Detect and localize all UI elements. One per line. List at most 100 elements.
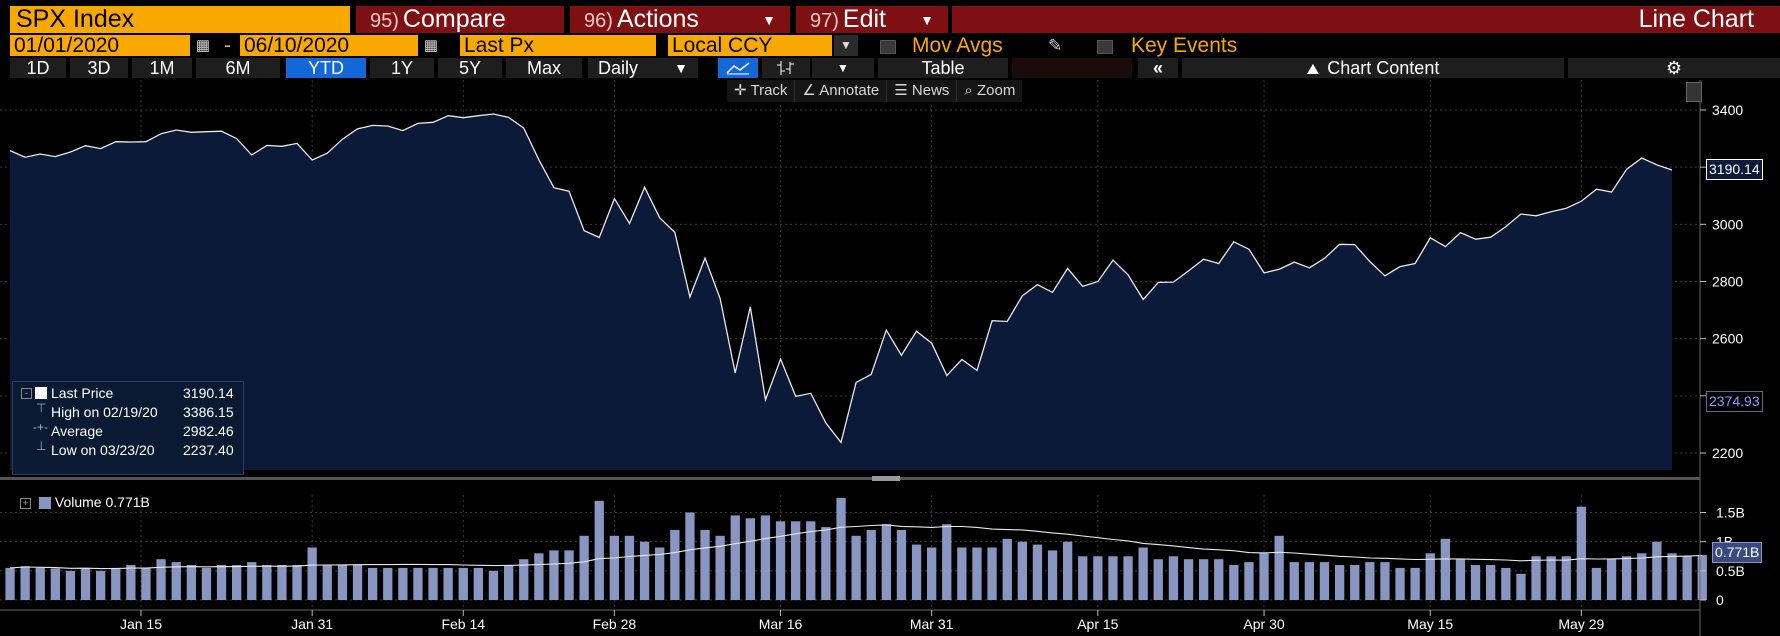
bar-chart-icon[interactable] <box>762 58 810 78</box>
y-tick-label: 2600 <box>1712 331 1743 347</box>
period-button-max[interactable]: Max <box>506 58 582 78</box>
track-tool[interactable]: ✛ Track <box>727 80 796 102</box>
mov-avgs-label[interactable]: Mov Avgs <box>912 34 1003 57</box>
pencil-icon[interactable]: ✎ <box>1048 36 1063 55</box>
frequency-select[interactable]: Daily ▼ <box>588 58 698 78</box>
volume-bar <box>1244 562 1254 600</box>
chevron-down-icon[interactable]: ▼ <box>834 35 858 56</box>
y-tick-label: 3400 <box>1712 102 1743 118</box>
key-events-label[interactable]: Key Events <box>1131 34 1238 57</box>
volume-bar <box>1516 573 1526 601</box>
volume-tag: 0.771B <box>1712 542 1763 563</box>
compare-button[interactable]: 95) Compare <box>356 6 564 33</box>
average-icon: -+- <box>33 420 48 434</box>
news-tool[interactable]: ☰ News <box>887 80 958 102</box>
calendar-icon[interactable]: ▦ <box>420 35 442 56</box>
volume-bar <box>368 567 378 600</box>
volume-bar <box>80 567 91 600</box>
chevron-down-icon[interactable]: ▼ <box>812 58 874 78</box>
volume-bar <box>232 565 242 600</box>
key-events-checkbox[interactable] <box>1097 40 1113 54</box>
volume-bar <box>564 550 574 600</box>
period-button-6m[interactable]: 6M <box>196 58 280 78</box>
expand-box-icon[interactable]: + <box>20 497 31 509</box>
volume-bar <box>745 518 755 600</box>
volume-bar <box>5 567 15 600</box>
volume-bar <box>987 547 997 600</box>
period-button-1d[interactable]: 1D <box>10 58 66 78</box>
legend-low-label: Low on 03/23/20 <box>51 442 155 458</box>
volume-bar <box>1395 567 1405 600</box>
legend-last-label: Last Price <box>51 385 114 401</box>
volume-bar <box>65 570 76 600</box>
volume-bar <box>1486 565 1496 600</box>
annotate-tool[interactable]: ∠ Annotate <box>795 80 888 102</box>
currency-select[interactable]: Local CCY <box>668 35 832 56</box>
volume-bar <box>216 565 227 600</box>
volume-bar <box>1002 538 1012 601</box>
actions-num: 96) <box>584 10 613 32</box>
volume-bar <box>670 530 680 600</box>
volume-bar <box>96 570 106 600</box>
volume-bar <box>1304 562 1314 600</box>
volume-bar <box>1032 544 1043 600</box>
volume-bar <box>1637 553 1647 600</box>
line-chart-icon[interactable] <box>718 58 758 78</box>
period-button-ytd[interactable]: YTD <box>286 58 366 78</box>
top-strip <box>0 0 1780 6</box>
collapse-box-icon[interactable]: - <box>21 388 32 399</box>
volume-bar <box>806 521 816 601</box>
table-button[interactable]: Table <box>878 58 1008 78</box>
volume-bar <box>730 515 740 600</box>
volume-bar <box>1652 541 1662 600</box>
volume-bar <box>1078 556 1088 601</box>
volume-swatch <box>38 497 51 510</box>
edit-button[interactable]: 97) Edit ▼ <box>796 6 948 33</box>
volume-bar <box>292 565 302 600</box>
period-button-1m[interactable]: 1M <box>132 58 192 78</box>
volume-bar <box>1229 565 1239 600</box>
x-tick-label: Apr 15 <box>1077 616 1118 632</box>
period-button-1y[interactable]: 1Y <box>370 58 434 78</box>
end-date-field[interactable]: 06/10/2020 <box>240 35 418 56</box>
chart-content-button[interactable]: ⛰ Chart Content <box>1182 58 1564 78</box>
volume-average-line <box>9 524 1703 570</box>
volume-bar <box>1199 559 1209 600</box>
price-volume-chart[interactable]: 220024002600280030003200340000.5B1B1.5BJ… <box>0 80 1780 636</box>
volume-bar <box>383 567 393 600</box>
volume-bar <box>881 524 891 600</box>
volume-bar <box>50 568 60 600</box>
legend-avg-label: Average <box>51 423 103 439</box>
price-field-select[interactable]: Last Px <box>460 35 656 56</box>
volume-bar <box>534 553 544 600</box>
gear-icon[interactable]: ⚙ <box>1568 58 1780 78</box>
scroll-handle[interactable] <box>1686 82 1702 102</box>
mountain-chart-icon: ⛰ <box>1306 61 1320 78</box>
volume-bar <box>398 567 408 600</box>
start-date-field[interactable]: 01/01/2020 <box>10 35 190 56</box>
actions-button[interactable]: 96) Actions ▼ <box>570 6 790 33</box>
period-button-3d[interactable]: 3D <box>70 58 128 78</box>
volume-bar <box>1697 555 1707 600</box>
last-price-tag: 3190.14 <box>1706 159 1763 180</box>
x-tick-label: Feb 14 <box>441 616 485 632</box>
volume-tick-label: 1.5B <box>1716 505 1745 521</box>
compare-num: 95) <box>370 10 399 32</box>
volume-bar <box>1576 506 1586 600</box>
chevron-down-icon: ▼ <box>762 12 776 28</box>
volume-bar <box>549 550 559 600</box>
volume-bar <box>972 547 982 600</box>
zoom-tool[interactable]: ⌕ Zoom <box>957 80 1022 102</box>
volume-bar <box>911 544 922 600</box>
volume-bar <box>428 567 438 600</box>
volume-bar <box>156 559 166 600</box>
legend-high-value: 3386.15 <box>183 404 234 420</box>
mov-avgs-checkbox[interactable] <box>880 40 896 54</box>
collapse-icon[interactable]: « <box>1138 58 1178 78</box>
volume-bar <box>1425 553 1435 600</box>
panel-divider <box>0 477 1700 480</box>
period-button-5y[interactable]: 5Y <box>438 58 502 78</box>
volume-label: Volume 0.771B <box>54 494 150 510</box>
ticker-field[interactable]: SPX Index <box>10 6 350 33</box>
calendar-icon[interactable]: ▦ <box>192 35 214 56</box>
